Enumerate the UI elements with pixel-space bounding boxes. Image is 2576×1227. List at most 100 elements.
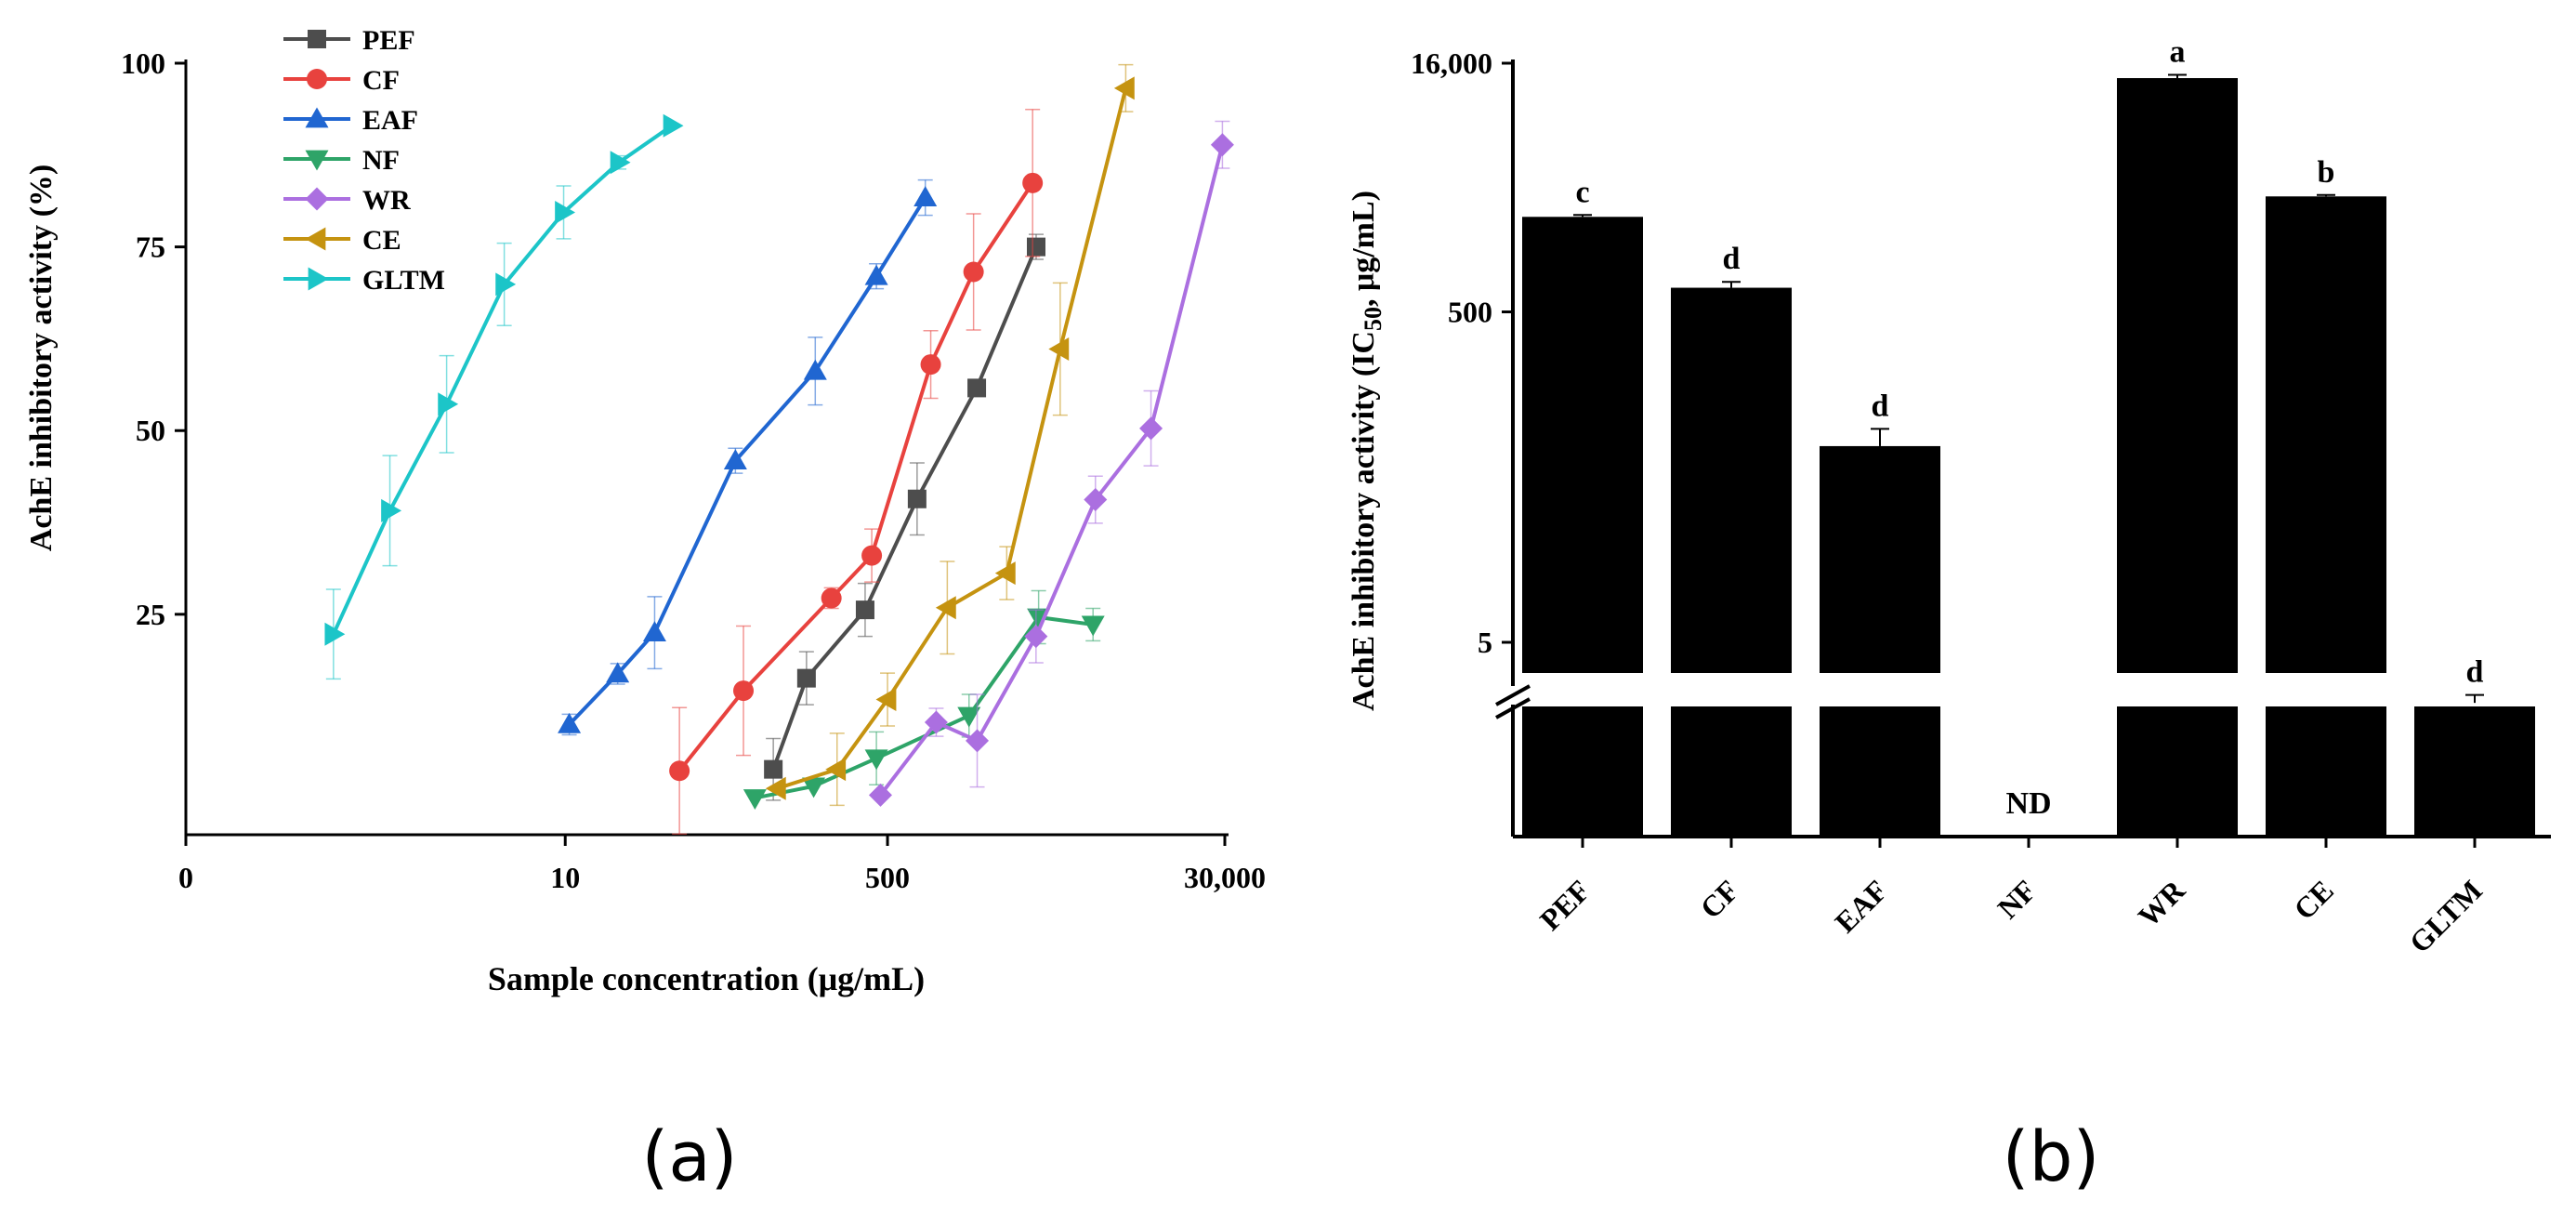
x-tick-label: 30,000 [1184,861,1266,894]
legend-label: CF [362,65,400,96]
series-line [771,245,1038,771]
y-tick-label: 5 [1478,626,1492,659]
legend-label: GLTM [362,265,445,296]
x-tick-label: 0 [178,861,193,894]
y-tick-label: 25 [136,598,165,631]
y-tick-label: 50 [136,414,165,447]
data-point [324,622,346,646]
data-point [966,729,990,753]
x-tick-label: GLTM [2402,873,2489,959]
legend-marker [305,150,329,171]
bar-lower-ce [2266,706,2386,837]
legend-item-eaf: EAF [283,105,418,136]
axis-break-mark [1495,697,1531,719]
y-axis-title-part: , μg/mL) [1347,191,1381,307]
y-axis-title: AchE inhibitory activity (%) [24,165,59,551]
data-point [743,789,767,810]
data-point [935,596,956,620]
data-point [606,662,630,683]
data-point [796,668,816,688]
data-point [1113,76,1135,100]
legend-label: PEF [362,25,415,56]
bar-pef [1522,217,1643,674]
x-tick-label: CE [2287,873,2340,926]
y-tick-label: 16,000 [1411,46,1492,80]
x-axis-title: Sample concentration (μg/mL) [488,960,925,997]
data-point [924,710,948,734]
bar-wr [2117,78,2238,674]
data-point [669,760,690,782]
series-cf [669,109,1044,835]
data-point [920,354,941,376]
data-point [663,113,684,138]
legend-item-gltm: GLTM [283,265,445,296]
legend-label: WR [362,185,411,216]
legend-item-nf: NF [283,145,400,176]
data-point [855,600,874,620]
data-point [803,359,827,380]
bar-lower-eaf [1820,706,1940,837]
data-point [495,272,517,297]
panel-b-chart: 5 500 16,000 AchE inhibitory activity (IC50… [1347,35,2551,959]
data-point [994,561,1016,586]
legend-label: CE [362,225,401,256]
x-tick-label: PEF [1533,873,1597,936]
significance-letter: d [1723,242,1741,276]
data-point [733,680,755,702]
bar-lower-gltm [2414,706,2535,837]
data-point [802,777,826,798]
legend-marker [308,267,329,291]
legend-item-cf: CF [283,65,400,96]
x-tick-label: CF [1693,873,1745,925]
y-axis-title-subscript: 50 [1360,307,1387,331]
series-wr [868,120,1234,807]
bar-cf [1671,287,1792,673]
data-point [1024,625,1048,649]
data-point [1048,336,1070,361]
legend-marker [305,187,329,211]
significance-letter: b [2318,155,2335,190]
series-gltm [324,113,684,680]
y-tick-label: 75 [136,231,165,264]
bar-lower-cf [1671,706,1792,837]
y-axis-title-part: AchE inhibitory activity (IC [1347,331,1381,711]
y-tick-label: 100 [121,46,165,80]
significance-letter: d [2466,655,2484,690]
significance-letter: d [1872,389,1889,423]
data-point [913,186,938,207]
significance-letter: ND [2005,786,2051,821]
legend-marker [308,30,326,48]
data-point [723,449,747,470]
bar-eaf [1820,445,1940,673]
legend-label: EAF [362,105,418,136]
legend-marker [307,69,327,89]
significance-letter: c [1575,175,1589,209]
significance-letter: a [2170,35,2186,70]
panel-a-label: (a) [641,1117,737,1197]
bar-ce [2266,196,2386,674]
data-point [555,200,576,224]
x-tick-label: EAF [1828,873,1894,939]
series-ce [765,63,1135,807]
data-point [765,776,786,800]
data-point [967,378,987,398]
data-point [558,712,582,733]
data-point [1139,416,1163,441]
legend-marker [305,227,326,251]
panel-a-chart: 25 50 75 100 0 10 500 30,000 Sample concentratio… [24,25,1266,997]
data-point [642,621,666,641]
data-point [1210,133,1234,157]
y-axis-title: AchE inhibitory activity (IC50, μg/mL) [1347,191,1387,711]
data-point [875,688,897,712]
data-point [1081,615,1105,637]
data-point [764,759,783,779]
data-point [957,706,981,728]
data-point [864,749,888,771]
legend-item-ce: CE [283,225,401,256]
data-point [821,587,842,609]
y-tick-label: 500 [1448,296,1492,329]
data-point [963,261,984,283]
x-tick-label: WR [2132,873,2192,933]
data-point [868,783,892,807]
